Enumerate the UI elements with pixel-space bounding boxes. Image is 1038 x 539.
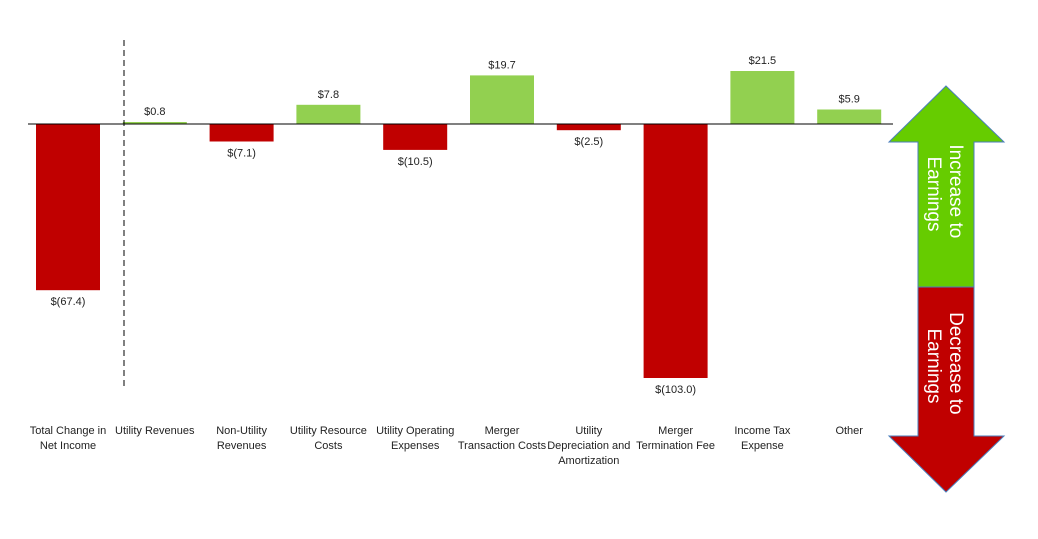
increase-label: Increase to Earnings <box>923 144 966 243</box>
bar-6 <box>556 124 621 131</box>
value-label-7: $(103.0) <box>655 384 696 396</box>
category-label-6-line-0: Utility <box>575 425 602 437</box>
value-label-8: $21.5 <box>749 55 777 67</box>
category-label-6-line-1: Depreciation and <box>547 440 630 452</box>
bar-7 <box>643 124 708 378</box>
decrease-arrow-shape <box>887 286 1006 493</box>
category-label-0-line-0: Total Change in <box>30 425 106 437</box>
bar-8 <box>730 71 795 124</box>
bars-group <box>36 71 882 378</box>
category-label-0-line-1: Net Income <box>40 440 96 452</box>
value-label-0: $(67.4) <box>51 296 86 308</box>
bar-0 <box>36 124 100 291</box>
category-label-2-line-1: Revenues <box>217 440 267 452</box>
earnings-direction-arrow: Increase to Earnings Decrease to Earning… <box>887 85 1006 493</box>
category-label-8-line-1: Expense <box>741 440 784 452</box>
category-label-4-line-1: Expenses <box>391 440 440 452</box>
bar-9 <box>817 109 882 124</box>
value-label-3: $7.8 <box>318 89 339 101</box>
value-label-4: $(10.5) <box>398 156 433 168</box>
value-label-9: $5.9 <box>838 94 859 106</box>
category-labels-group: Total Change in Net Income Utility Revenue… <box>30 425 864 467</box>
increase-label-line-1: Increase to <box>945 144 966 238</box>
category-label-6-line-2: Amortization <box>558 455 619 467</box>
value-label-6: $(2.5) <box>574 136 603 148</box>
bar-5 <box>470 75 534 124</box>
decrease-label-line-2: Earnings <box>923 329 944 404</box>
bar-2 <box>209 124 274 142</box>
value-label-2: $(7.1) <box>227 148 256 160</box>
category-label-5-line-1: Transaction Costs <box>458 440 547 452</box>
value-label-1: $0.8 <box>144 106 165 118</box>
increase-label-line-2: Earnings <box>923 157 944 232</box>
bar-3 <box>296 104 361 124</box>
value-label-5: $19.7 <box>488 59 516 71</box>
category-label-1-line-0: Utility Revenues <box>115 425 195 437</box>
category-label-3-line-0: Utility Resource <box>290 425 367 437</box>
category-label-4-line-0: Utility Operating <box>376 425 454 437</box>
category-label-7-line-1: Termination Fee <box>636 440 715 452</box>
bar-1 <box>122 122 187 124</box>
value-labels-group: $(67.4) $0.8 $(7.1) $7.8 $(10.5) $19.7 $(2.5) $… <box>51 55 860 396</box>
category-label-8-line-0: Income Tax <box>734 425 791 437</box>
category-label-2-line-0: Non-Utility <box>216 425 267 437</box>
category-label-3-line-1: Costs <box>314 440 343 452</box>
category-label-7-line-0: Merger <box>658 425 693 437</box>
category-label-9-line-0: Other <box>835 425 863 437</box>
decrease-label: Decrease to Earnings <box>923 312 966 420</box>
category-label-5-line-0: Merger <box>485 425 520 437</box>
bar-4 <box>383 124 448 150</box>
decrease-label-line-1: Decrease to <box>945 312 966 414</box>
